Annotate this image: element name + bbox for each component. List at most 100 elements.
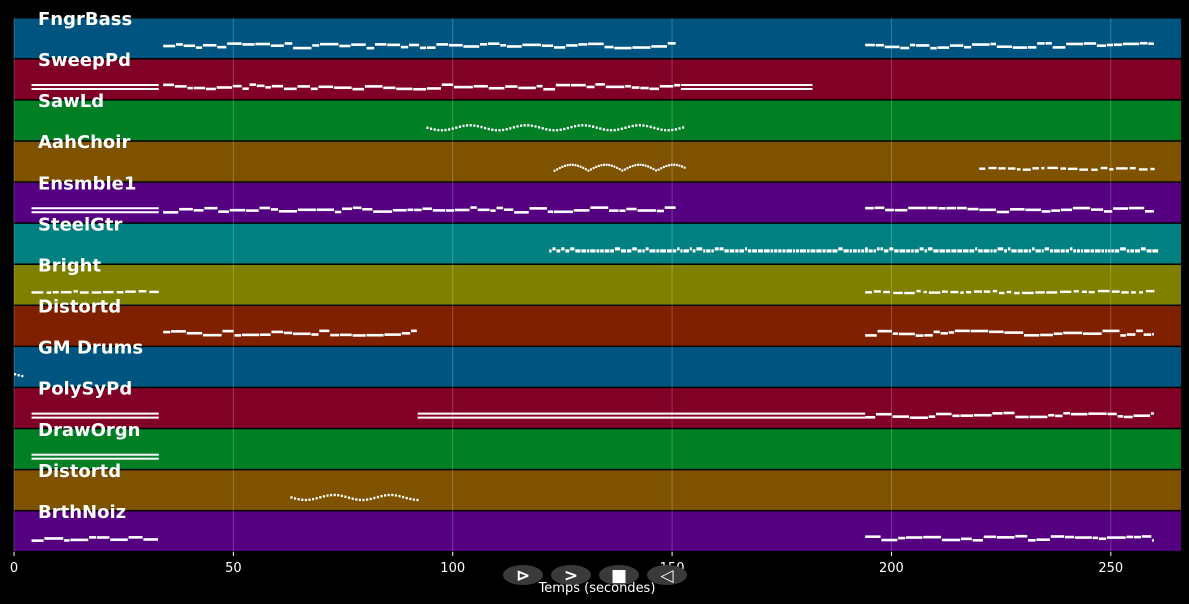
track-label: FngrBass	[38, 9, 132, 30]
forward-icon: >	[564, 566, 578, 586]
x-tick-label: 100	[440, 561, 465, 576]
note	[667, 42, 676, 45]
note	[1113, 207, 1128, 210]
note	[17, 374, 20, 377]
note	[822, 249, 826, 253]
note	[1120, 334, 1126, 337]
note	[265, 86, 271, 89]
note	[652, 167, 655, 171]
note	[183, 44, 196, 48]
note	[800, 249, 806, 253]
note	[623, 168, 626, 171]
note	[500, 43, 507, 47]
back-button[interactable]: ◁	[647, 565, 687, 586]
note	[278, 210, 297, 213]
stop-button[interactable]: ■	[599, 565, 639, 586]
note	[455, 208, 470, 212]
note	[413, 87, 427, 91]
note	[983, 535, 996, 539]
note	[581, 249, 587, 253]
note	[447, 128, 451, 131]
forward-button[interactable]: >	[551, 565, 591, 586]
note	[512, 126, 515, 129]
note	[933, 249, 939, 253]
note	[529, 207, 547, 210]
note	[555, 83, 571, 87]
note	[1130, 249, 1135, 253]
note	[678, 127, 681, 130]
note	[249, 83, 256, 86]
note	[259, 206, 271, 210]
note	[284, 42, 293, 45]
note	[639, 163, 642, 166]
note	[498, 129, 501, 132]
note	[1065, 249, 1070, 253]
note	[946, 206, 957, 210]
note	[31, 291, 44, 294]
note-block	[31, 88, 159, 91]
note	[575, 249, 581, 253]
note	[956, 206, 967, 210]
note	[1083, 332, 1102, 335]
track-label: AahChoir	[38, 132, 130, 153]
note	[553, 169, 556, 172]
note	[613, 128, 616, 132]
control-background	[647, 565, 687, 585]
note	[1129, 166, 1136, 170]
note	[427, 46, 436, 49]
track-row	[14, 470, 1181, 510]
note	[1090, 208, 1104, 211]
note	[304, 498, 307, 502]
note	[311, 333, 319, 336]
note	[1007, 247, 1011, 251]
play-button[interactable]: ⊳	[503, 565, 543, 586]
note	[70, 538, 89, 542]
note	[1126, 249, 1130, 253]
note	[655, 169, 658, 172]
note	[380, 494, 383, 498]
note	[990, 42, 997, 46]
note	[974, 290, 982, 293]
note	[1072, 206, 1091, 210]
note	[1083, 42, 1097, 45]
note	[914, 249, 919, 253]
note	[1051, 209, 1061, 212]
note	[310, 87, 318, 91]
note	[1091, 168, 1098, 171]
note	[125, 290, 136, 293]
note	[44, 537, 64, 540]
note	[656, 127, 659, 131]
note	[806, 249, 810, 253]
note	[311, 497, 315, 501]
note	[649, 249, 656, 253]
note	[163, 83, 175, 87]
note	[625, 84, 631, 88]
note-block	[31, 207, 159, 210]
note	[992, 412, 1003, 415]
note	[653, 126, 656, 130]
note	[923, 535, 942, 539]
note	[631, 86, 640, 89]
note	[640, 86, 649, 90]
note	[441, 83, 454, 86]
note	[1116, 167, 1128, 170]
note	[505, 85, 518, 88]
note	[503, 208, 514, 212]
track-row	[14, 511, 1181, 551]
note	[473, 84, 488, 88]
note	[876, 412, 892, 416]
note	[892, 332, 899, 335]
note	[924, 334, 933, 337]
note	[301, 498, 304, 502]
note	[1074, 536, 1092, 539]
note	[662, 165, 665, 169]
note	[634, 164, 637, 167]
note	[429, 127, 433, 130]
note	[610, 249, 614, 253]
note	[972, 539, 983, 542]
note	[883, 290, 890, 294]
note	[711, 249, 714, 253]
note	[764, 249, 770, 253]
note	[110, 538, 128, 542]
note	[1104, 249, 1108, 253]
